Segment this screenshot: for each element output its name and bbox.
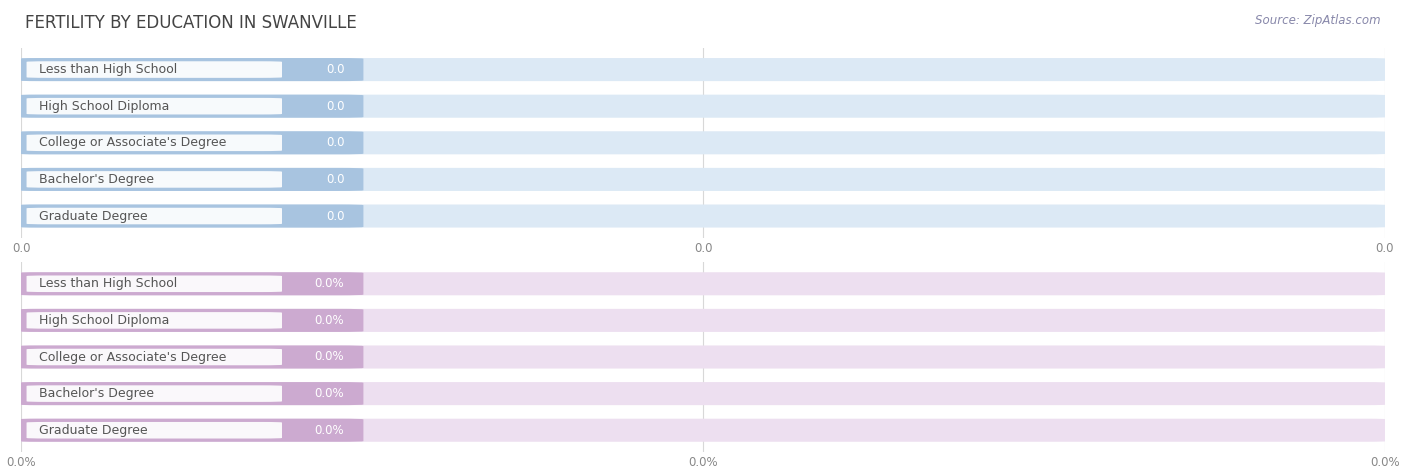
- FancyBboxPatch shape: [15, 346, 363, 368]
- Text: FERTILITY BY EDUCATION IN SWANVILLE: FERTILITY BY EDUCATION IN SWANVILLE: [25, 14, 357, 32]
- Text: 0.0: 0.0: [326, 173, 344, 186]
- FancyBboxPatch shape: [15, 382, 1389, 405]
- Text: 0.0%: 0.0%: [315, 424, 344, 437]
- FancyBboxPatch shape: [15, 382, 363, 405]
- FancyBboxPatch shape: [15, 168, 1389, 191]
- FancyBboxPatch shape: [27, 312, 283, 328]
- Text: Graduate Degree: Graduate Degree: [39, 424, 148, 437]
- FancyBboxPatch shape: [15, 205, 1389, 228]
- FancyBboxPatch shape: [27, 422, 283, 438]
- Text: 0.0%: 0.0%: [315, 277, 344, 290]
- FancyBboxPatch shape: [15, 168, 363, 191]
- FancyBboxPatch shape: [27, 171, 283, 188]
- Text: Bachelor's Degree: Bachelor's Degree: [39, 173, 153, 186]
- FancyBboxPatch shape: [27, 61, 283, 78]
- FancyBboxPatch shape: [27, 208, 283, 224]
- Text: Graduate Degree: Graduate Degree: [39, 209, 148, 223]
- FancyBboxPatch shape: [15, 346, 1389, 368]
- Text: 0.0%: 0.0%: [315, 314, 344, 327]
- Text: High School Diploma: High School Diploma: [39, 314, 169, 327]
- Text: Less than High School: Less than High School: [39, 63, 177, 76]
- Text: College or Associate's Degree: College or Associate's Degree: [39, 350, 226, 364]
- FancyBboxPatch shape: [15, 205, 363, 228]
- Text: 0.0%: 0.0%: [315, 387, 344, 400]
- FancyBboxPatch shape: [15, 272, 1389, 295]
- Text: 0.0: 0.0: [326, 99, 344, 113]
- FancyBboxPatch shape: [15, 95, 1389, 118]
- FancyBboxPatch shape: [15, 131, 363, 154]
- FancyBboxPatch shape: [15, 58, 363, 81]
- Text: College or Associate's Degree: College or Associate's Degree: [39, 136, 226, 149]
- Text: 0.0: 0.0: [326, 209, 344, 223]
- FancyBboxPatch shape: [15, 58, 1389, 81]
- FancyBboxPatch shape: [27, 276, 283, 292]
- Text: Source: ZipAtlas.com: Source: ZipAtlas.com: [1256, 14, 1381, 27]
- FancyBboxPatch shape: [27, 349, 283, 365]
- Text: Bachelor's Degree: Bachelor's Degree: [39, 387, 153, 400]
- FancyBboxPatch shape: [27, 135, 283, 151]
- FancyBboxPatch shape: [15, 419, 1389, 442]
- FancyBboxPatch shape: [15, 95, 363, 118]
- FancyBboxPatch shape: [27, 386, 283, 402]
- FancyBboxPatch shape: [15, 309, 1389, 332]
- Text: 0.0: 0.0: [326, 63, 344, 76]
- FancyBboxPatch shape: [15, 309, 363, 332]
- FancyBboxPatch shape: [27, 98, 283, 114]
- Text: 0.0%: 0.0%: [315, 350, 344, 364]
- Text: 0.0: 0.0: [326, 136, 344, 149]
- FancyBboxPatch shape: [15, 131, 1389, 154]
- FancyBboxPatch shape: [15, 419, 363, 442]
- Text: Less than High School: Less than High School: [39, 277, 177, 290]
- Text: High School Diploma: High School Diploma: [39, 99, 169, 113]
- FancyBboxPatch shape: [15, 272, 363, 295]
